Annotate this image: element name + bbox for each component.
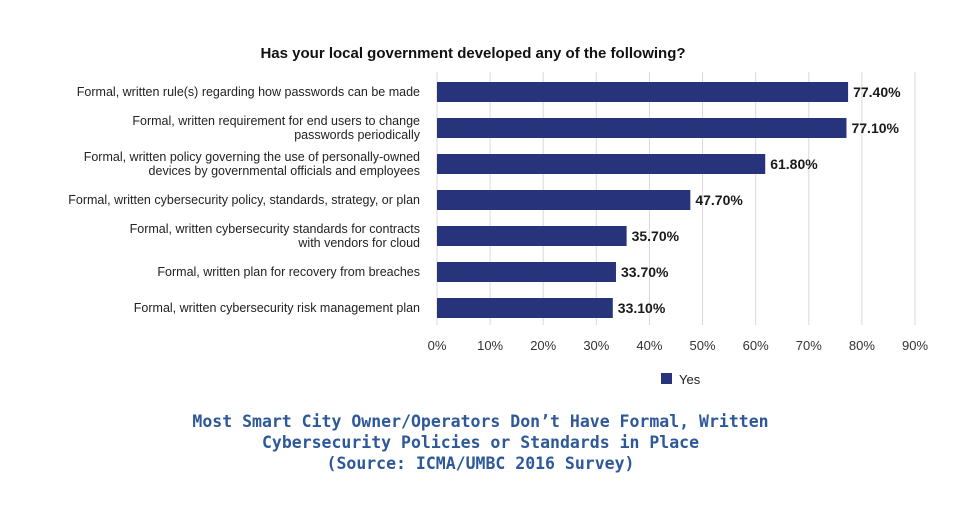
category-label: Formal, written rule(s) regarding how pa…	[77, 85, 420, 99]
bars	[437, 82, 849, 318]
legend-label: Yes	[679, 372, 701, 387]
figure-caption: Most Smart City Owner/Operators Don’t Ha…	[0, 411, 961, 474]
category-labels: Formal, written rule(s) regarding how pa…	[68, 85, 421, 315]
category-label: Formal, written cybersecurity risk manag…	[134, 301, 420, 315]
bar	[437, 190, 691, 210]
category-label: Formal, written cybersecurity policy, st…	[68, 193, 420, 207]
bar	[437, 118, 847, 138]
x-tick-label: 30%	[583, 338, 609, 353]
data-label: 77.10%	[851, 120, 899, 136]
category-label: Formal, written requirement for end user…	[132, 114, 420, 142]
data-label: 47.70%	[695, 192, 743, 208]
x-tick-label: 50%	[690, 338, 716, 353]
bar-chart: Has your local government developed any …	[68, 45, 929, 387]
legend: Yes	[661, 372, 701, 387]
x-tick-label: 60%	[743, 338, 769, 353]
category-label: Formal, written plan for recovery from b…	[157, 265, 420, 279]
caption-line-1: Most Smart City Owner/Operators Don’t Ha…	[192, 412, 769, 431]
x-tick-label: 20%	[530, 338, 556, 353]
caption-line-3: (Source: ICMA/UMBC 2016 Survey)	[326, 454, 635, 473]
x-tick-label: 10%	[477, 338, 503, 353]
data-labels: 77.40% 77.10% 61.80% 47.70% 35.70% 33.70% 33.1…	[618, 84, 901, 316]
x-tick-label: 70%	[796, 338, 822, 353]
bar	[437, 154, 766, 174]
data-label: 33.70%	[621, 264, 669, 280]
x-tick-label: 0%	[428, 338, 447, 353]
bar	[437, 82, 849, 102]
x-axis-ticks: 0% 10% 20% 30% 40% 50% 60% 70% 80% 90%	[428, 338, 929, 353]
bar	[437, 262, 616, 282]
data-label: 33.10%	[618, 300, 666, 316]
x-tick-label: 80%	[849, 338, 875, 353]
x-tick-label: 40%	[636, 338, 662, 353]
data-label: 77.40%	[853, 84, 901, 100]
bar	[437, 298, 613, 318]
data-label: 35.70%	[632, 228, 680, 244]
bar	[437, 226, 627, 246]
chart-title: Has your local government developed any …	[260, 45, 685, 62]
caption-line-2: Cybersecurity Policies or Standards in P…	[261, 433, 700, 452]
category-label: Formal, written cybersecurity standards …	[130, 222, 420, 250]
category-label: Formal, written policy governing the use…	[84, 150, 420, 178]
legend-swatch	[661, 373, 672, 384]
x-tick-label: 90%	[902, 338, 928, 353]
data-label: 61.80%	[770, 156, 818, 172]
